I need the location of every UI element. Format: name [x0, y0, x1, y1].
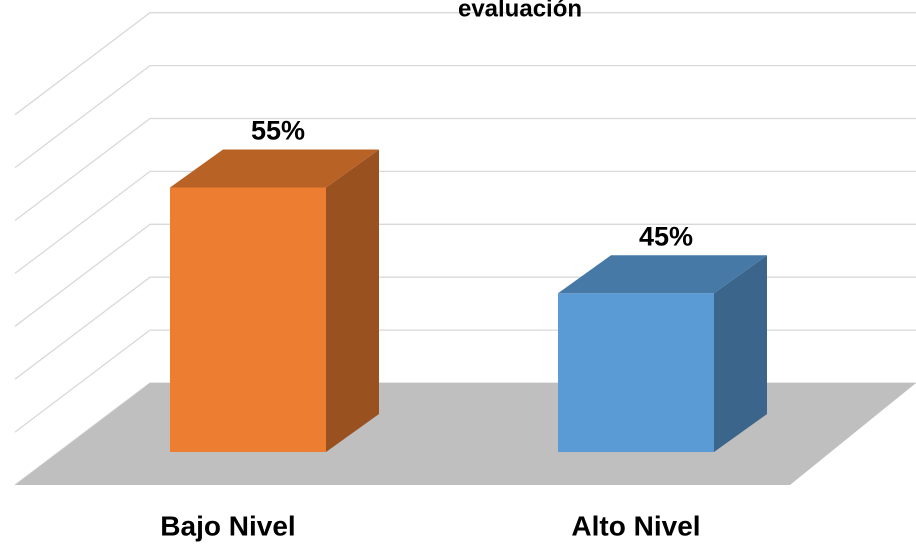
grid-line: [14, 276, 916, 380]
bar: [558, 255, 767, 452]
grid-line: [14, 64, 916, 169]
bar: [170, 149, 379, 452]
grid-line: [14, 223, 916, 327]
bar-front: [170, 187, 326, 452]
bar-side: [326, 149, 379, 452]
bar-top: [170, 149, 379, 188]
data-label: 45%: [639, 221, 693, 251]
x-tick-label: Alto Nivel: [571, 510, 700, 541]
grid-line: [14, 12, 916, 116]
bar-side: [714, 255, 767, 452]
bar-top: [558, 255, 767, 294]
floor: [15, 383, 916, 485]
data-label: 55%: [251, 116, 305, 146]
bar-front: [558, 293, 714, 452]
x-tick-label: Bajo Nivel: [160, 510, 295, 541]
grid-line: [14, 170, 916, 274]
chart-title: evaluación: [458, 0, 582, 22]
grid-line: [14, 117, 916, 222]
